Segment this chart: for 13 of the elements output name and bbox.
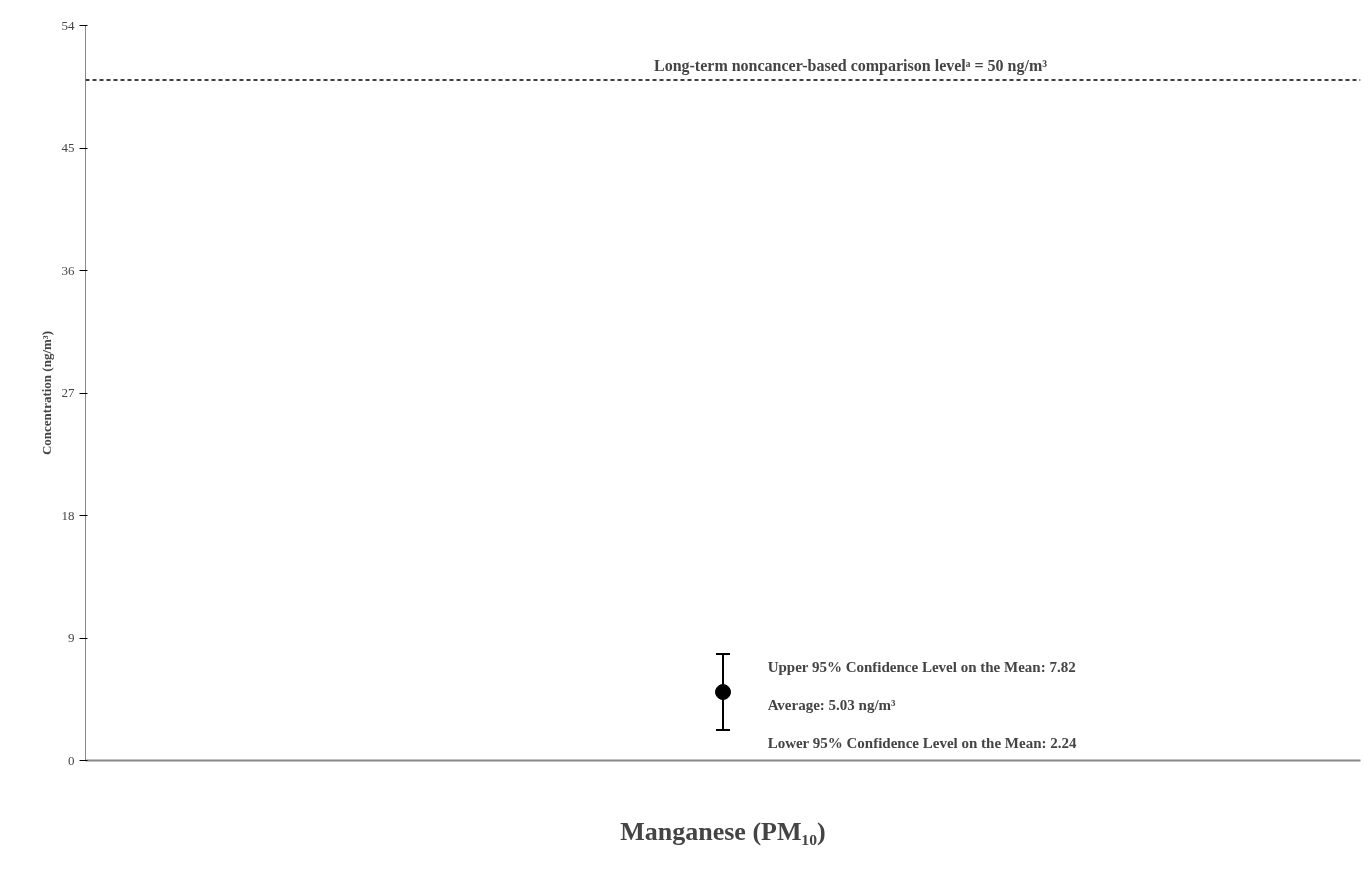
y-tick-label: 9: [68, 630, 75, 645]
y-tick-label: 27: [61, 385, 75, 400]
ref-line-label: Long-term noncancer-based comparison levelᵃ = 50 ng/m³: [653, 56, 1048, 75]
annotation: Upper 95% Confidence Level on the Mean: 7.82: [767, 658, 1076, 675]
y-tick-label: 45: [61, 140, 75, 155]
y-tick-label: 18: [61, 507, 75, 523]
y-tick-label: 0: [68, 752, 75, 768]
annotation: Average: 5.03 ng/m³: [767, 696, 897, 713]
y-axis-title: Concentration (ng/m³): [38, 330, 54, 456]
x-axis-title: Manganese (PM₁₀): [620, 816, 826, 846]
annotation: Lower 95% Confidence Level on the Mean: 2.24: [767, 734, 1077, 751]
y-tick-label: 36: [61, 262, 75, 278]
y-tick-label: 54: [61, 17, 75, 33]
